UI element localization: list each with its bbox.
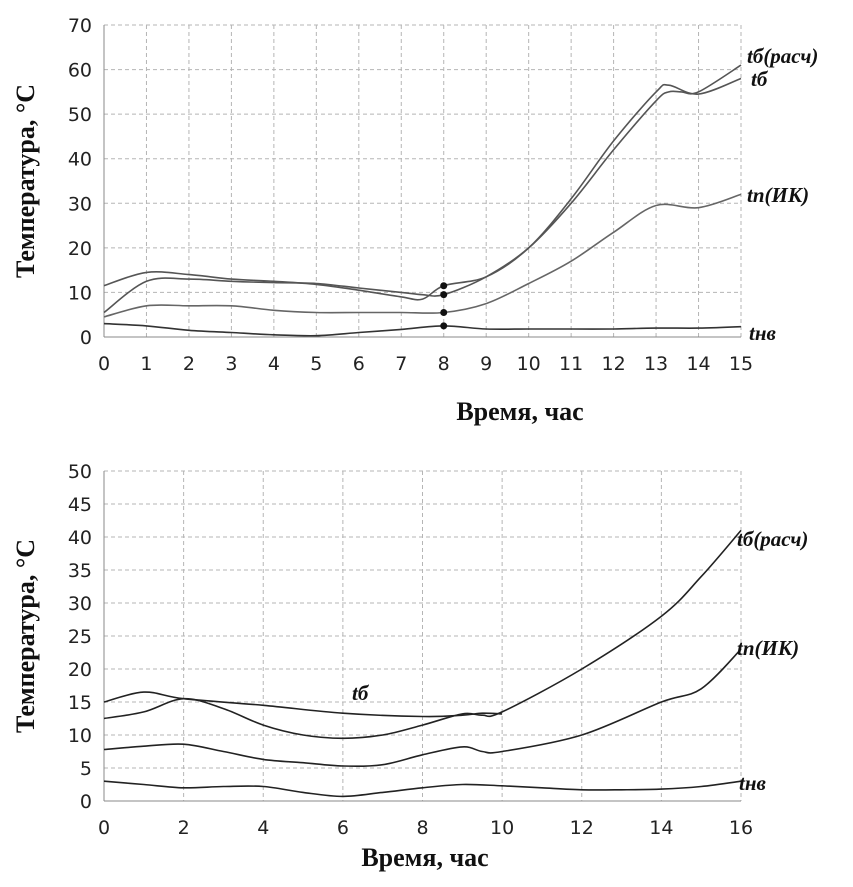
series-label: tнв [739,771,766,795]
series-point-marker [440,322,448,330]
x-tick-label: 16 [729,817,753,839]
x-tick-label: 0 [98,817,110,839]
x-tick-label: 6 [337,817,349,839]
x-tick-label: 12 [602,353,626,375]
x-tick-label: 2 [178,817,190,839]
x-axis-title: Время, час [361,843,488,872]
series-label: tб [352,681,370,705]
x-tick-label: 9 [480,353,492,375]
x-tick-label: 14 [649,817,673,839]
x-tick-label: 12 [570,817,594,839]
x-tick-label: 3 [225,353,237,375]
x-tick-label: 4 [257,817,269,839]
x-tick-label: 4 [268,353,280,375]
series-label: tнв [749,321,776,345]
y-axis-title: Температура, °C [11,84,40,278]
y-tick-label: 35 [68,560,92,582]
series-label: tп(ИК) [737,636,799,660]
y-tick-label: 20 [68,659,92,681]
series-line-3 [103,193,742,318]
x-tick-label: 8 [416,817,428,839]
series-line-3 [103,648,742,768]
chart-2: 0 2 4 6 8 10 12 14 16 0 5 10 15 20 25 30 35 40 45 50 Время, … [11,461,808,872]
x-tick-label: 10 [490,817,514,839]
x-tick-label: 2 [183,353,195,375]
series-label: tб [751,67,769,91]
y-tick-label: 50 [68,104,92,126]
y-tick-label: 45 [68,494,92,516]
y-tick-label: 25 [68,626,92,648]
series-label: tб(расч) [747,44,818,68]
x-axis-title: Время, час [456,397,583,426]
y-tick-label: 10 [68,725,92,747]
y-tick-label: 70 [68,15,92,37]
x-tick-label: 10 [517,353,541,375]
x-tick-label: 11 [559,353,583,375]
y-tick-label: 10 [68,282,92,304]
y-tick-label: 0 [80,327,92,349]
x-tick-label: 8 [438,353,450,375]
y-tick-label: 40 [68,527,92,549]
x-tick-label: 5 [310,353,322,375]
y-tick-label: 15 [68,692,92,714]
series-point-marker [440,282,448,290]
series-label: tб(расч) [737,527,808,551]
series-line-2 [103,77,742,301]
x-tick-label: 14 [686,353,710,375]
series-point-marker [440,308,448,316]
y-tick-label: 5 [80,758,92,780]
y-tick-label: 40 [68,149,92,171]
y-axis-title: Температура, °C [11,539,40,733]
series-point-marker [440,291,448,299]
y-tick-label: 30 [68,193,92,215]
series-line-1 [103,529,742,740]
y-tick-label: 0 [80,791,92,813]
x-tick-label: 7 [395,353,407,375]
y-tick-label: 20 [68,238,92,260]
series-line-4 [103,780,742,798]
y-tick-label: 30 [68,593,92,615]
x-tick-label: 0 [98,353,110,375]
series-line-2 [103,691,503,718]
y-tick-label: 60 [68,60,92,82]
y-tick-label: 50 [68,461,92,483]
series-line-4 [103,322,742,337]
x-tick-label: 15 [729,353,753,375]
chart-1: 0 1 2 3 4 5 6 7 8 9 10 11 12 13 14 15010203040506070Вре… [11,15,818,426]
series-label: tп(ИК) [747,183,809,207]
x-tick-label: 13 [644,353,668,375]
x-tick-label: 1 [140,353,152,375]
x-tick-label: 6 [353,353,365,375]
